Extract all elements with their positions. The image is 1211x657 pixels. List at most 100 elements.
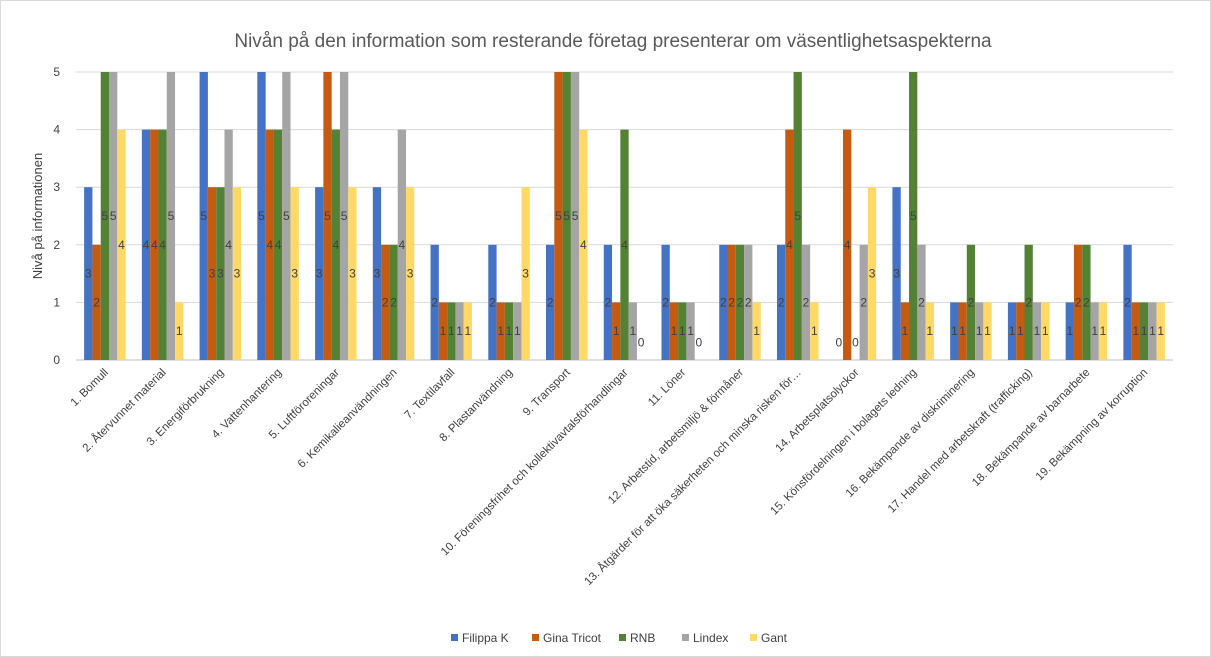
bar (150, 129, 159, 360)
data-label: 5 (341, 209, 348, 223)
data-label: 2 (431, 295, 438, 309)
data-label: 1 (753, 324, 760, 338)
data-label: 3 (85, 267, 92, 281)
bar (438, 302, 448, 360)
bar (389, 244, 398, 360)
bars (84, 72, 1165, 360)
legend-swatch (532, 634, 539, 641)
category-label: 11. Löner (646, 367, 688, 409)
bar (331, 129, 340, 360)
data-label: 3 (374, 267, 381, 281)
bar (430, 244, 439, 360)
data-label: 3 (869, 267, 876, 281)
bar (554, 72, 563, 360)
bar (463, 302, 473, 360)
bar (166, 72, 176, 360)
data-label: 0 (695, 336, 702, 350)
bar (719, 244, 728, 360)
data-label: 1 (976, 324, 983, 338)
data-label: 3 (349, 267, 356, 281)
data-label: 1 (456, 324, 463, 338)
bar (117, 129, 126, 360)
bar (92, 244, 101, 360)
data-label: 4 (844, 238, 851, 252)
y-tick-label: 3 (53, 180, 60, 194)
data-label: 2 (803, 295, 810, 309)
legend-swatch (619, 634, 626, 641)
data-label: 5 (102, 209, 109, 223)
data-label: 2 (662, 295, 669, 309)
bar (686, 302, 695, 360)
data-label: 1 (951, 324, 958, 338)
bar (339, 72, 349, 360)
legend-label: Filippa K (462, 631, 509, 645)
bar (727, 244, 736, 360)
legend-label: RNB (630, 631, 655, 645)
category-label: 16. Bekämpande av diskriminering (844, 367, 977, 500)
bar (257, 72, 266, 360)
category-label: 13. Åtgärder för att öka säkerheten och … (582, 366, 804, 588)
bar (859, 244, 868, 360)
category-label: 9. Transport (521, 366, 573, 418)
bar (950, 302, 959, 360)
bar (892, 187, 901, 360)
data-label: 1 (1141, 324, 1148, 338)
data-label: 5 (572, 209, 579, 223)
chart-title: Nivån på den information som resterande … (234, 31, 992, 52)
data-label: 2 (93, 295, 100, 309)
data-label: 1 (1017, 324, 1024, 338)
bar (199, 72, 208, 360)
data-label: 2 (728, 295, 735, 309)
bar (612, 302, 621, 360)
data-label: 5 (555, 209, 562, 223)
bar (1073, 244, 1083, 360)
data-label: 2 (720, 295, 727, 309)
data-label: 1 (514, 324, 521, 338)
bar (546, 244, 555, 360)
bar (158, 129, 167, 360)
data-label: 3 (217, 267, 224, 281)
data-label: 2 (860, 295, 867, 309)
data-label: 5 (283, 209, 290, 223)
data-label: 0 (852, 336, 859, 350)
bar (282, 72, 291, 360)
bar (100, 72, 110, 360)
data-label: 1 (926, 324, 933, 338)
data-label: 0 (836, 336, 843, 350)
data-label: 1 (1066, 324, 1073, 338)
category-label: 7. Textilavfall (403, 367, 458, 422)
y-axis-ticks: 0 1 2 3 4 5 (53, 65, 60, 367)
data-label: 0 (638, 336, 645, 350)
bar (84, 187, 93, 360)
data-label: 1 (176, 324, 183, 338)
data-label: 1 (448, 324, 455, 338)
bar (735, 244, 745, 360)
bar (496, 302, 505, 360)
data-label: 1 (679, 324, 686, 338)
data-label: 3 (522, 267, 529, 281)
bar (141, 129, 151, 360)
bar (966, 244, 976, 360)
data-label: 5 (168, 209, 175, 223)
bar (579, 129, 588, 360)
bar (843, 129, 852, 360)
data-label: 1 (1034, 324, 1041, 338)
data-label: 3 (291, 267, 298, 281)
data-label: 3 (316, 267, 323, 281)
data-label: 5 (258, 209, 265, 223)
bar (1007, 302, 1017, 360)
bar (1156, 302, 1165, 360)
legend-swatch (682, 634, 689, 641)
legend-swatch (750, 634, 757, 641)
bar (521, 187, 530, 360)
bar (793, 72, 802, 360)
data-label: 2 (489, 295, 496, 309)
y-tick-label: 4 (53, 123, 60, 137)
data-label: 4 (332, 238, 339, 252)
bar (1131, 302, 1140, 360)
category-label: 6. Kemikalieanvändningen (296, 367, 400, 471)
bar (603, 244, 613, 360)
data-label: 5 (110, 209, 117, 223)
